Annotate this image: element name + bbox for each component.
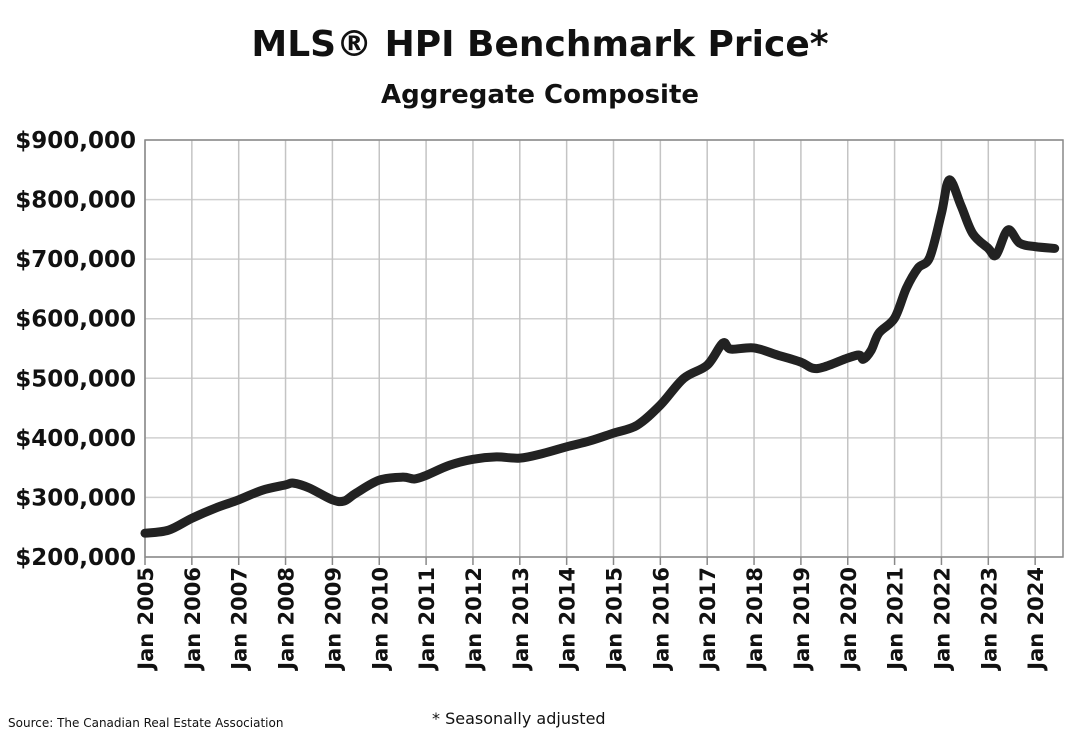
x-tick-label: Jan 2018 — [743, 567, 767, 672]
x-tick-label: Jan 2012 — [462, 567, 486, 672]
y-tick-label: $300,000 — [15, 485, 136, 511]
series-line — [140, 175, 1060, 538]
x-tick-label: Jan 2024 — [1024, 567, 1048, 672]
x-tick-label: Jan 2006 — [181, 567, 205, 672]
x-tick-label: Jan 2021 — [884, 567, 908, 672]
y-tick-label: $900,000 — [15, 128, 136, 154]
x-tick-label: Jan 2020 — [837, 567, 861, 672]
x-tick-label: Jan 2019 — [790, 567, 814, 672]
x-tick-label: Jan 2023 — [977, 567, 1001, 672]
x-axis: Jan 2005 Jan 2006 Jan 2007 Jan 2008 Jan 2009… — [134, 567, 1048, 672]
x-tick-label: Jan 2005 — [134, 567, 158, 672]
plot-frame — [144, 139, 1064, 558]
y-tick-label: $600,000 — [15, 307, 136, 333]
x-tick-label: Jan 2015 — [603, 567, 627, 672]
x-tick-label: Jan 2007 — [228, 567, 252, 672]
x-tick-label: Jan 2017 — [696, 567, 720, 672]
y-tick-label: $800,000 — [15, 188, 136, 214]
y-tick-label: $200,000 — [15, 545, 136, 571]
y-tick-label: $500,000 — [15, 366, 136, 392]
data-points — [144, 179, 1055, 534]
x-tick-label: Jan 2013 — [509, 567, 533, 672]
grid — [144, 139, 1063, 565]
y-tick-label: $400,000 — [15, 426, 136, 452]
source-note: Source: The Canadian Real Estate Associa… — [8, 716, 283, 730]
y-axis: $900,000 $800,000 $700,000 $600,000 $500,000… — [15, 128, 136, 571]
x-tick-label: Jan 2022 — [930, 567, 954, 672]
x-tick-label: Jan 2014 — [556, 567, 580, 672]
x-tick-label: Jan 2009 — [321, 567, 345, 672]
x-tick-label: Jan 2011 — [415, 567, 439, 672]
x-tick-label: Jan 2016 — [649, 567, 673, 672]
chart-subtitle: Aggregate Composite — [381, 80, 699, 110]
y-tick-label: $700,000 — [15, 247, 136, 273]
x-tick-label: Jan 2010 — [368, 567, 392, 672]
chart-title: MLS® HPI Benchmark Price* — [251, 24, 828, 65]
x-tick-label: Jan 2008 — [275, 567, 299, 672]
footnote: * Seasonally adjusted — [432, 709, 606, 728]
